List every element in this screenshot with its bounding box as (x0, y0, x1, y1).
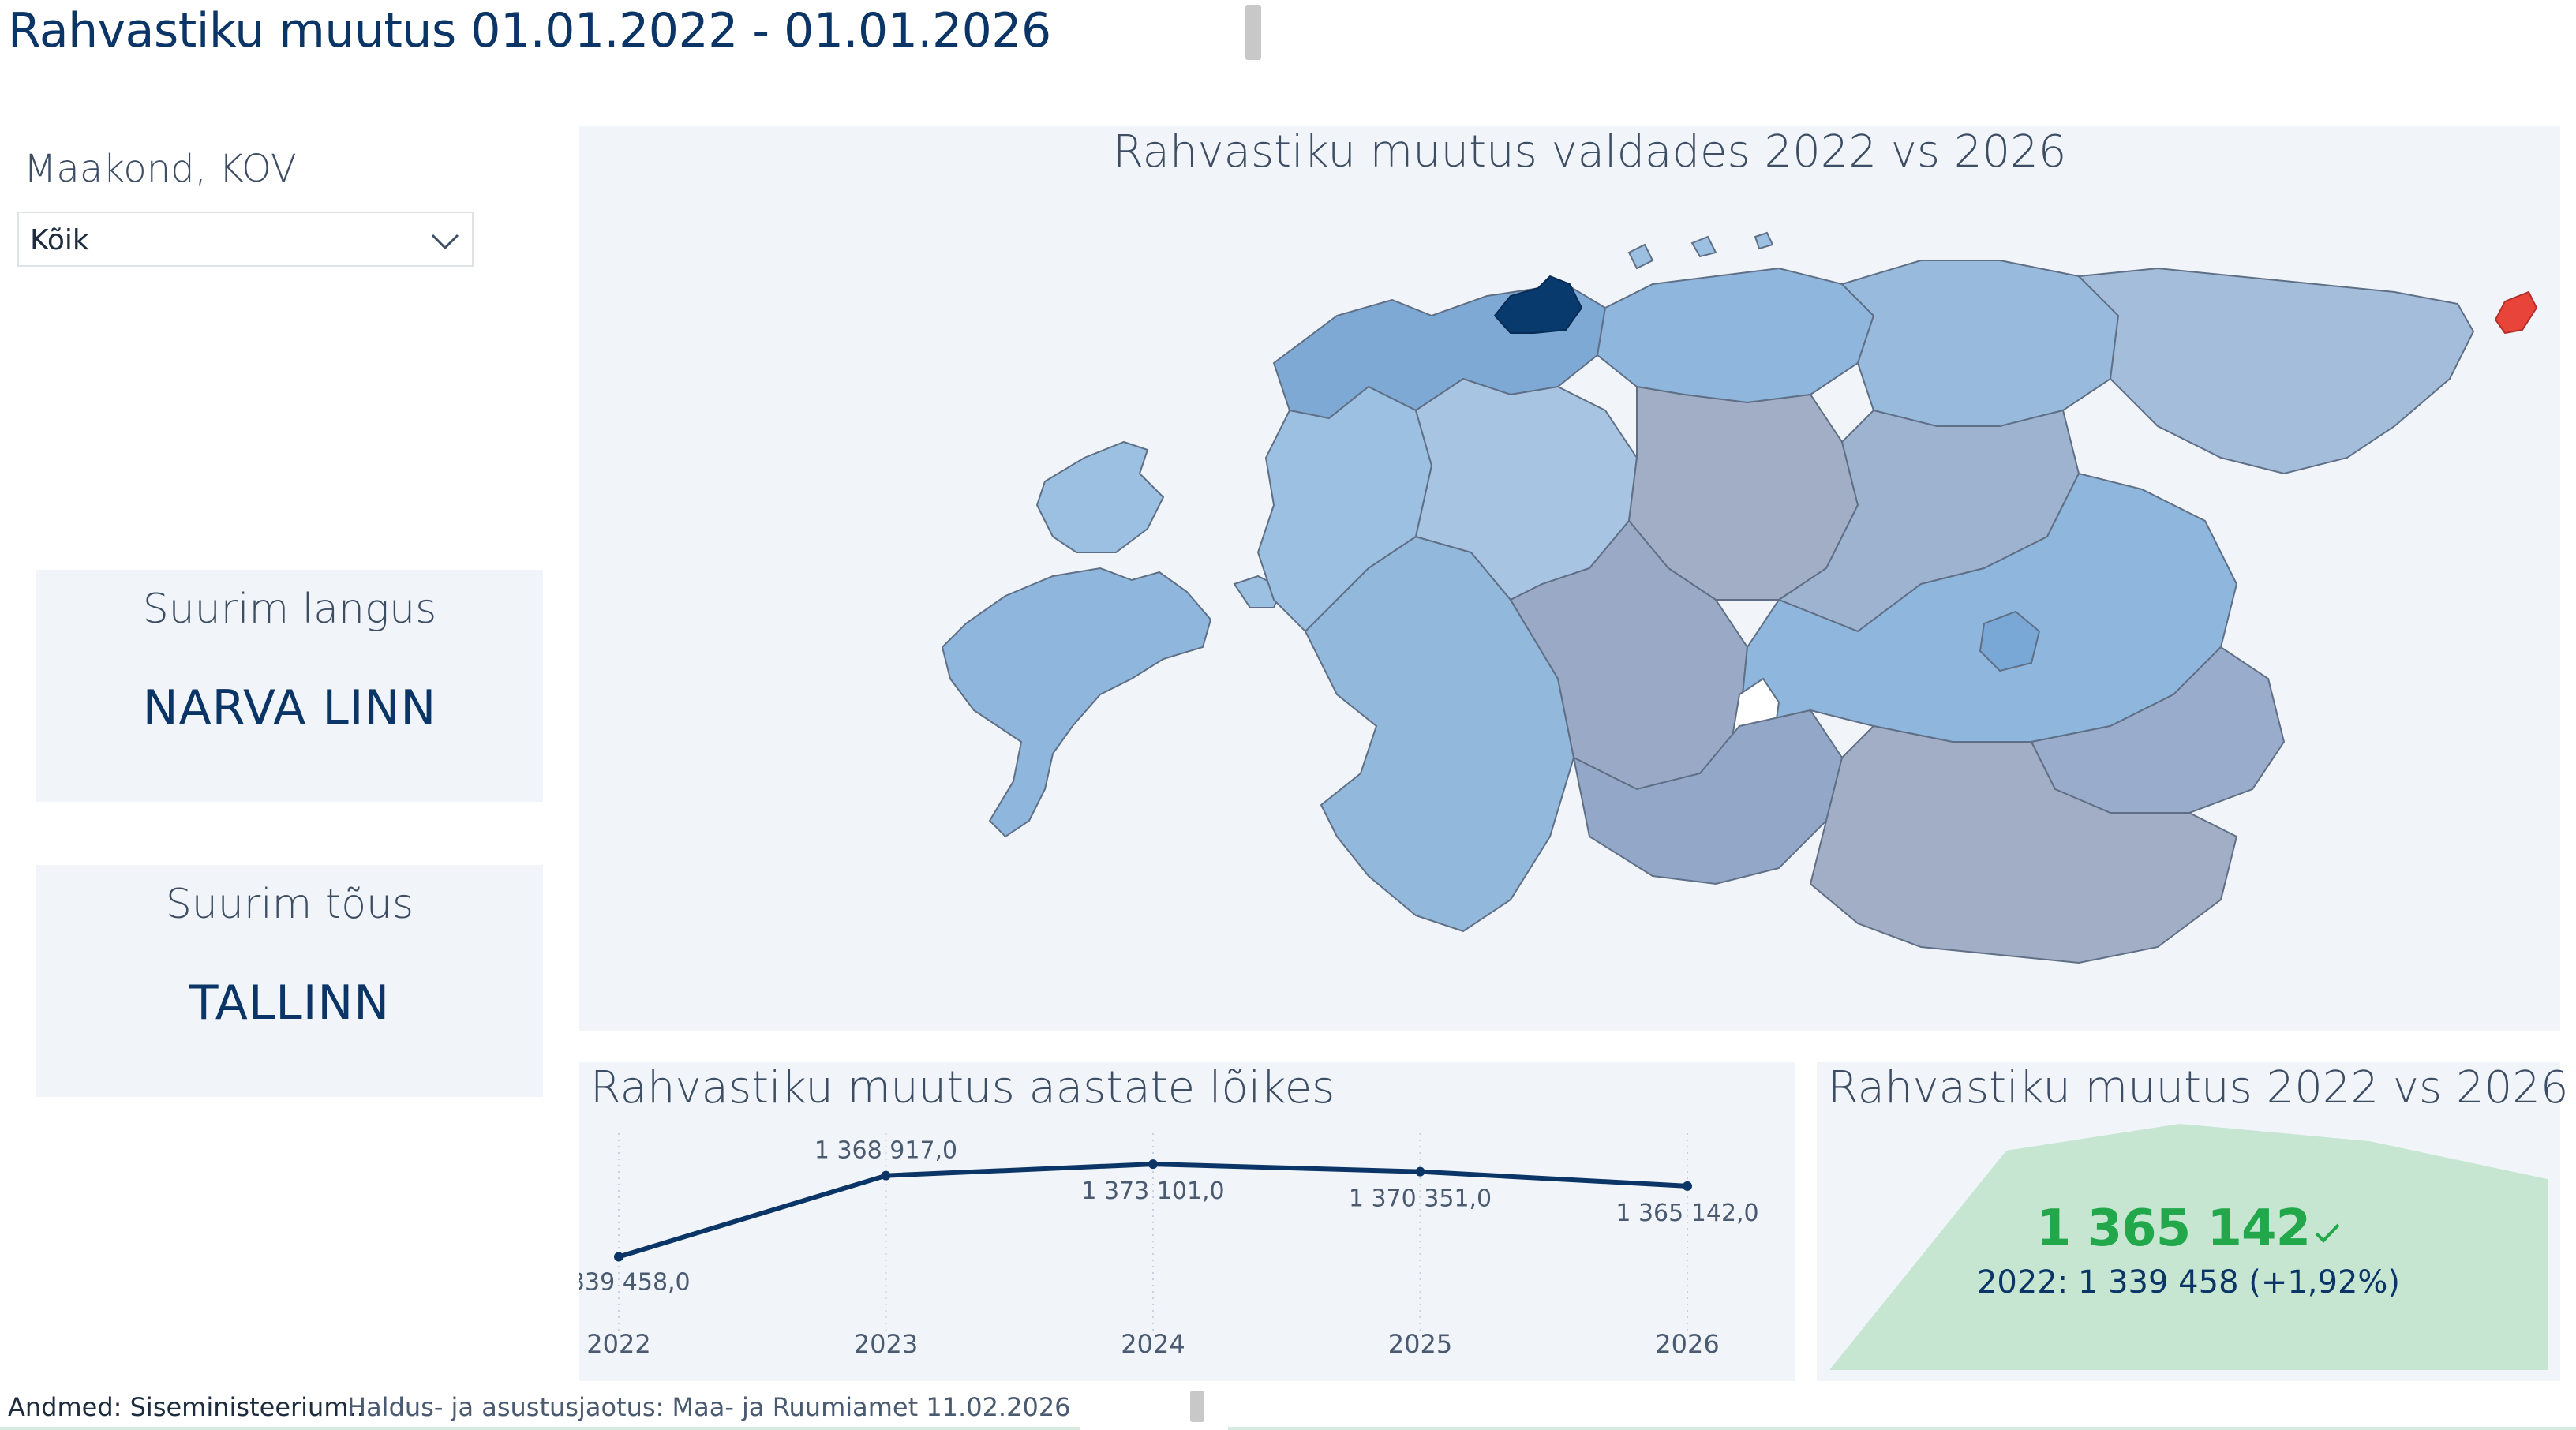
map-region-hiiumaa (1035, 440, 1165, 553)
comparison-panel: Rahvastiku muutus 2022 vs 2026 1 365 142… (1817, 1062, 2569, 1381)
data-label: 1 373 101,0 (1081, 1177, 1224, 1205)
kpi-growth-value: TALLINN (189, 975, 391, 1031)
chevron-down-icon (431, 234, 459, 250)
map-islet (1690, 235, 1717, 258)
comparison-title: Rahvastiku muutus 2022 vs 2026 (1828, 1062, 2569, 1114)
page-title: Rahvastiku muutus 01.01.2022 - 01.01.202… (8, 3, 1051, 58)
comparison-value-row: 1 365 142 (1817, 1200, 2560, 1258)
line-chart-title: Rahvastiku muutus aastate lõikes (590, 1062, 1335, 1114)
kpi-card-decline: Suurim langus NARVA LINN (36, 570, 543, 802)
data-label: 1 365 142,0 (1616, 1200, 1758, 1227)
footer-boundaries: Haldus- ja asustusjaotus: Maa- ja Ruumia… (347, 1392, 1071, 1422)
map-region-laane-viru (1840, 260, 2120, 427)
line-chart[interactable]: 1 339 458,0 2022 1 368 917,0 2023 1 373 101,… (579, 1062, 1795, 1381)
kpi-decline-value: NARVA LINN (142, 680, 437, 736)
map-region-harju-east (1596, 267, 1875, 404)
data-point[interactable] (1415, 1166, 1425, 1177)
comparison-previous: 2022: 1 339 458 (+1,92%) (1976, 1264, 2401, 1301)
data-point[interactable] (1683, 1181, 1692, 1191)
map-islet (1754, 231, 1774, 250)
line-chart-panel: Rahvastiku muutus aastate lõikes 1 339 4… (579, 1062, 1795, 1381)
data-point[interactable] (614, 1252, 623, 1262)
map-region-tartu-linn (1979, 610, 2041, 672)
x-tick-label: 2022 (586, 1329, 650, 1359)
drag-handle[interactable] (1245, 5, 1261, 60)
data-label: 1 368 917,0 (814, 1137, 957, 1165)
comparison-area (1829, 1124, 2548, 1370)
data-label: 1 370 351,0 (1349, 1185, 1492, 1213)
map-region-tallinn (1493, 275, 1583, 334)
footer-divider-right (1228, 1427, 2576, 1430)
data-point[interactable] (1148, 1159, 1158, 1170)
x-tick-label: 2025 (1388, 1329, 1452, 1359)
comparison-value: 1 365 142 (2035, 1200, 2311, 1258)
map-region-ida-viru (2076, 267, 2475, 475)
region-dropdown[interactable]: Kõik (17, 212, 474, 267)
kpi-card-growth: Suurim tõus TALLINN (36, 865, 543, 1097)
map-region-narva (2494, 290, 2538, 335)
map-title: Rahvastiku muutus valdades 2022 vs 2026 (1113, 126, 2067, 178)
map-region-saaremaa (941, 567, 1212, 838)
x-tick-label: 2026 (1655, 1329, 1719, 1359)
data-point[interactable] (881, 1170, 891, 1181)
footer-divider-left (0, 1427, 1080, 1430)
x-tick-label: 2024 (1121, 1329, 1185, 1359)
map-region-voru (1809, 724, 2238, 964)
map-panel: Rahvastiku muutus valdades 2022 vs 2026 (579, 126, 2560, 1031)
filter-label: Maakond, KOV (24, 147, 297, 191)
data-label: 1 339 458,0 (579, 1268, 691, 1296)
estonia-map[interactable] (579, 126, 2560, 1031)
drag-handle-bottom[interactable] (1190, 1391, 1204, 1422)
map-islet (1627, 243, 1654, 270)
footer-source: Andmed: Siseministeerium.. (8, 1392, 365, 1422)
kpi-growth-title: Suurim tõus (165, 881, 414, 928)
checkmark-icon (2315, 1223, 2340, 1243)
dropdown-value: Kõik (30, 224, 89, 256)
kpi-decline-title: Suurim langus (142, 586, 437, 633)
x-tick-label: 2023 (854, 1329, 918, 1359)
